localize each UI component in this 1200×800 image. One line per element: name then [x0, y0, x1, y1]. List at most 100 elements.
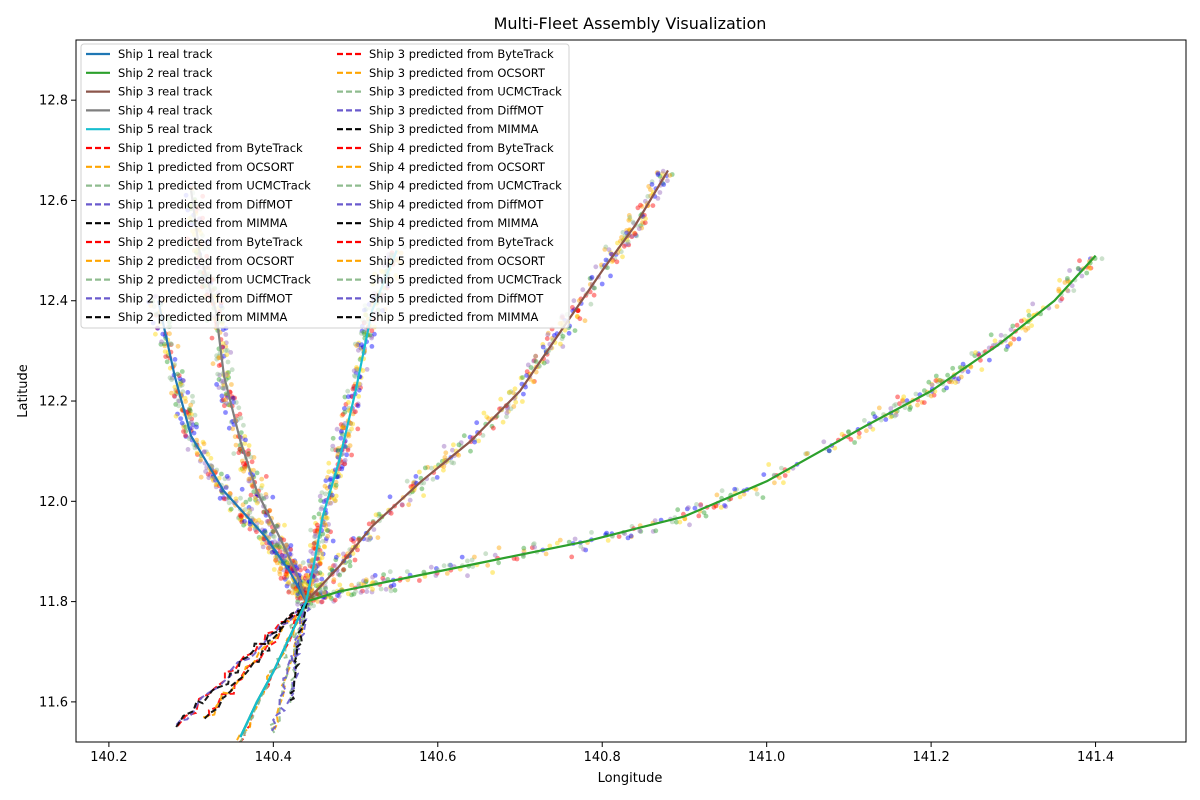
scatter-point — [159, 339, 164, 345]
scatter-point — [1088, 265, 1094, 271]
scatter-point — [654, 170, 660, 176]
scatter-point — [734, 487, 739, 492]
scatter-point — [525, 362, 531, 368]
scatter-point — [557, 537, 563, 543]
scatter-point — [363, 579, 368, 585]
scatter-point — [312, 540, 317, 546]
scatter-point — [657, 190, 663, 195]
scatter-point — [760, 495, 766, 500]
scatter-point — [168, 342, 174, 347]
scatter-point — [367, 332, 373, 338]
scatter-point — [179, 420, 185, 426]
scatter-point — [278, 565, 284, 571]
scatter-point — [228, 350, 234, 355]
scatter-point — [226, 402, 231, 408]
scatter-point — [291, 586, 297, 591]
scatter-point — [345, 446, 351, 451]
scatter-point — [345, 447, 351, 453]
scatter-point — [232, 434, 238, 440]
scatter-point — [639, 225, 645, 231]
scatter-point — [161, 341, 167, 347]
scatter-point — [931, 392, 937, 398]
scatter-point — [425, 464, 431, 470]
scatter-point — [335, 474, 341, 479]
scatter-point — [412, 480, 418, 486]
scatter-point — [300, 560, 306, 566]
scatter-point — [302, 575, 308, 581]
scatter-point — [242, 519, 247, 524]
scatter-point — [192, 412, 198, 418]
y-tick-label: 12.2 — [39, 395, 68, 410]
scatter-point — [239, 513, 245, 519]
x-axis: 140.2 140.4 140.6 140.8 141.0 141.2 141.4 — [90, 742, 1114, 765]
legend-label: Ship 1 predicted from DiffMOT — [118, 197, 293, 211]
scatter-point — [588, 301, 594, 307]
scatter-point — [606, 247, 612, 253]
scatter-point — [183, 424, 189, 430]
legend-label: Ship 3 predicted from DiffMOT — [369, 103, 544, 117]
predicted-track-mimma — [289, 601, 308, 702]
scatter-point — [900, 398, 906, 404]
scatter-point — [1008, 327, 1014, 332]
scatter-point — [649, 179, 655, 185]
scatter-point — [1062, 280, 1068, 285]
scatter-point — [353, 374, 358, 379]
scatter-point — [270, 533, 276, 539]
scatter-point — [577, 316, 583, 322]
scatter-point — [237, 512, 243, 518]
scatter-point — [315, 562, 320, 568]
scatter-point — [332, 597, 338, 603]
scatter-point — [321, 544, 327, 549]
scatter-point — [207, 472, 213, 478]
scatter-point — [322, 520, 327, 526]
scatter-point — [230, 395, 235, 401]
scatter-point — [223, 496, 229, 502]
scatter-point — [483, 551, 489, 557]
scatter-point — [263, 494, 269, 500]
scatter-point — [239, 518, 245, 523]
scatter-point — [190, 422, 196, 428]
scatter-point — [358, 345, 364, 351]
scatter-point — [355, 426, 361, 432]
scatter-point — [317, 548, 323, 553]
scatter-point — [239, 486, 245, 492]
scatter-point — [224, 474, 230, 479]
scatter-point — [353, 370, 359, 376]
scatter-point — [294, 593, 300, 599]
scatter-point — [531, 358, 536, 364]
scatter-point — [1026, 308, 1031, 314]
scatter-point — [322, 483, 328, 489]
scatter-point — [308, 548, 314, 554]
scatter-point — [335, 447, 341, 453]
scatter-point — [278, 566, 284, 572]
scatter-point — [325, 533, 331, 539]
scatter-point — [372, 573, 378, 578]
scatter-point — [286, 579, 291, 585]
scatter-point — [201, 441, 207, 447]
scatter-point — [243, 499, 249, 505]
scatter-point — [277, 544, 282, 550]
scatter-point — [297, 563, 303, 569]
scatter-point — [352, 557, 358, 563]
scatter-point — [323, 586, 328, 591]
scatter-point — [839, 431, 845, 437]
scatter-point — [626, 217, 632, 223]
real-tracks-layer — [157, 169, 1097, 738]
scatter-point — [329, 492, 335, 498]
scatter-point — [417, 469, 422, 475]
scatter-point — [213, 484, 219, 490]
scatter-point — [235, 417, 241, 422]
scatter-point — [569, 554, 575, 560]
scatter-point — [345, 591, 351, 597]
scatter-point — [979, 367, 985, 372]
scatter-point — [492, 552, 498, 558]
scatter-point — [345, 432, 351, 437]
scatter-point — [370, 574, 375, 580]
scatter-point — [411, 481, 417, 487]
scatter-point — [354, 402, 360, 408]
scatter-point — [315, 556, 321, 562]
scatter-point — [723, 504, 729, 509]
scatter-point — [451, 460, 457, 466]
scatter-point — [629, 233, 635, 239]
scatter-point — [329, 596, 334, 601]
